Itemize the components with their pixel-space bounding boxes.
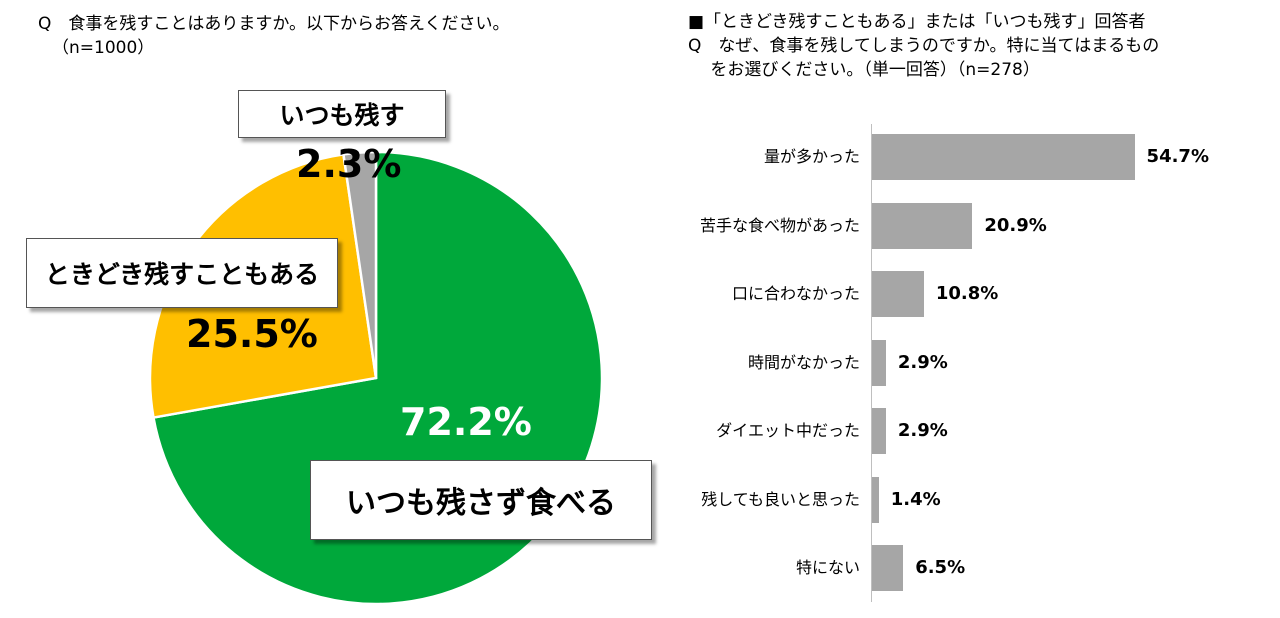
bar: [872, 202, 973, 249]
bar-row: ダイエット中だった 2.9%: [640, 408, 1280, 454]
bar-question-line1: ■「ときどき残すこともある」または「いつも残す」回答者: [688, 12, 1146, 32]
pie-label-nokosazu: いつも残さず食べる: [310, 460, 652, 540]
bar-axis-line: [871, 124, 872, 602]
pie-chart: いつも残す ときどき残すこともある いつも残さず食べる 2.3% 25.5% 7…: [0, 0, 652, 614]
pie-slice-itsumo-nokosu: [342, 150, 378, 379]
pie-question-line1: Q 食事を残すことはありますか。以下からお答えください。: [38, 14, 510, 34]
bar-row: 特にない 6.5%: [640, 545, 1280, 591]
bar-value-label: 2.9%: [897, 351, 948, 373]
bar: [872, 545, 904, 591]
bar-category-label: 苦手な食べ物があった: [699, 215, 860, 235]
bar-value-label: 2.9%: [897, 420, 948, 441]
pie-question-line2: （n=1000）: [52, 38, 155, 58]
bar: [872, 271, 924, 317]
bar-row: 口に合わなかった 10.8%: [640, 271, 1280, 317]
bar-category-label: 量が多かった: [763, 147, 860, 166]
bar-category-label: ダイエット中だった: [716, 421, 860, 440]
bar-chart: 量が多かった 54.7% 苦手な食べ物があった 20.9% 口に合わなかった 10.8% 時…: [640, 0, 1280, 614]
bar-category-label: 時間がなかった: [747, 352, 860, 372]
bar-question-line3: をお選びください。（単一回答）（n=278）: [688, 60, 1040, 80]
bar: [872, 408, 886, 454]
pie-value-tokidoki: 25.5%: [186, 312, 318, 356]
bar-value-label: 1.4%: [890, 488, 941, 510]
pie-label-tokidoki: ときどき残すこともある: [26, 238, 338, 308]
bar: [872, 134, 1135, 180]
bar-question-line2: Q なぜ、食事を残してしまうのですか。特に当てはまるもの: [688, 36, 1160, 56]
bar-row: 残しても良いと思った 1.4%: [640, 476, 1280, 523]
bar-question: ■「ときどき残すこともある」または「いつも残す」回答者 Q なぜ、食事を残してし…: [688, 10, 1159, 82]
pie-question: Q 食事を残すことはありますか。以下からお答えください。 （n=1000）: [38, 12, 510, 60]
bar-value-label: 54.7%: [1146, 146, 1209, 167]
bar-category-label: 残しても良いと思った: [701, 489, 860, 509]
bar-row: 苦手な食べ物があった 20.9%: [640, 202, 1280, 249]
bar: [872, 339, 886, 386]
pie-label-itsumo-nokosu: いつも残す: [238, 90, 446, 138]
bar: [872, 476, 879, 523]
bar-value-label: 20.9%: [984, 214, 1047, 236]
bar-category-label: 特にない: [795, 558, 860, 577]
bar-value-label: 6.5%: [915, 557, 966, 578]
pie-value-itsumo-nokosu: 2.3%: [296, 142, 402, 186]
bar-row: 量が多かった 54.7%: [640, 134, 1280, 180]
pie-value-nokosazu: 72.2%: [400, 400, 532, 444]
bar-row: 時間がなかった 2.9%: [640, 339, 1280, 386]
bar-category-label: 口に合わなかった: [731, 284, 860, 303]
bar-value-label: 10.8%: [935, 283, 999, 304]
